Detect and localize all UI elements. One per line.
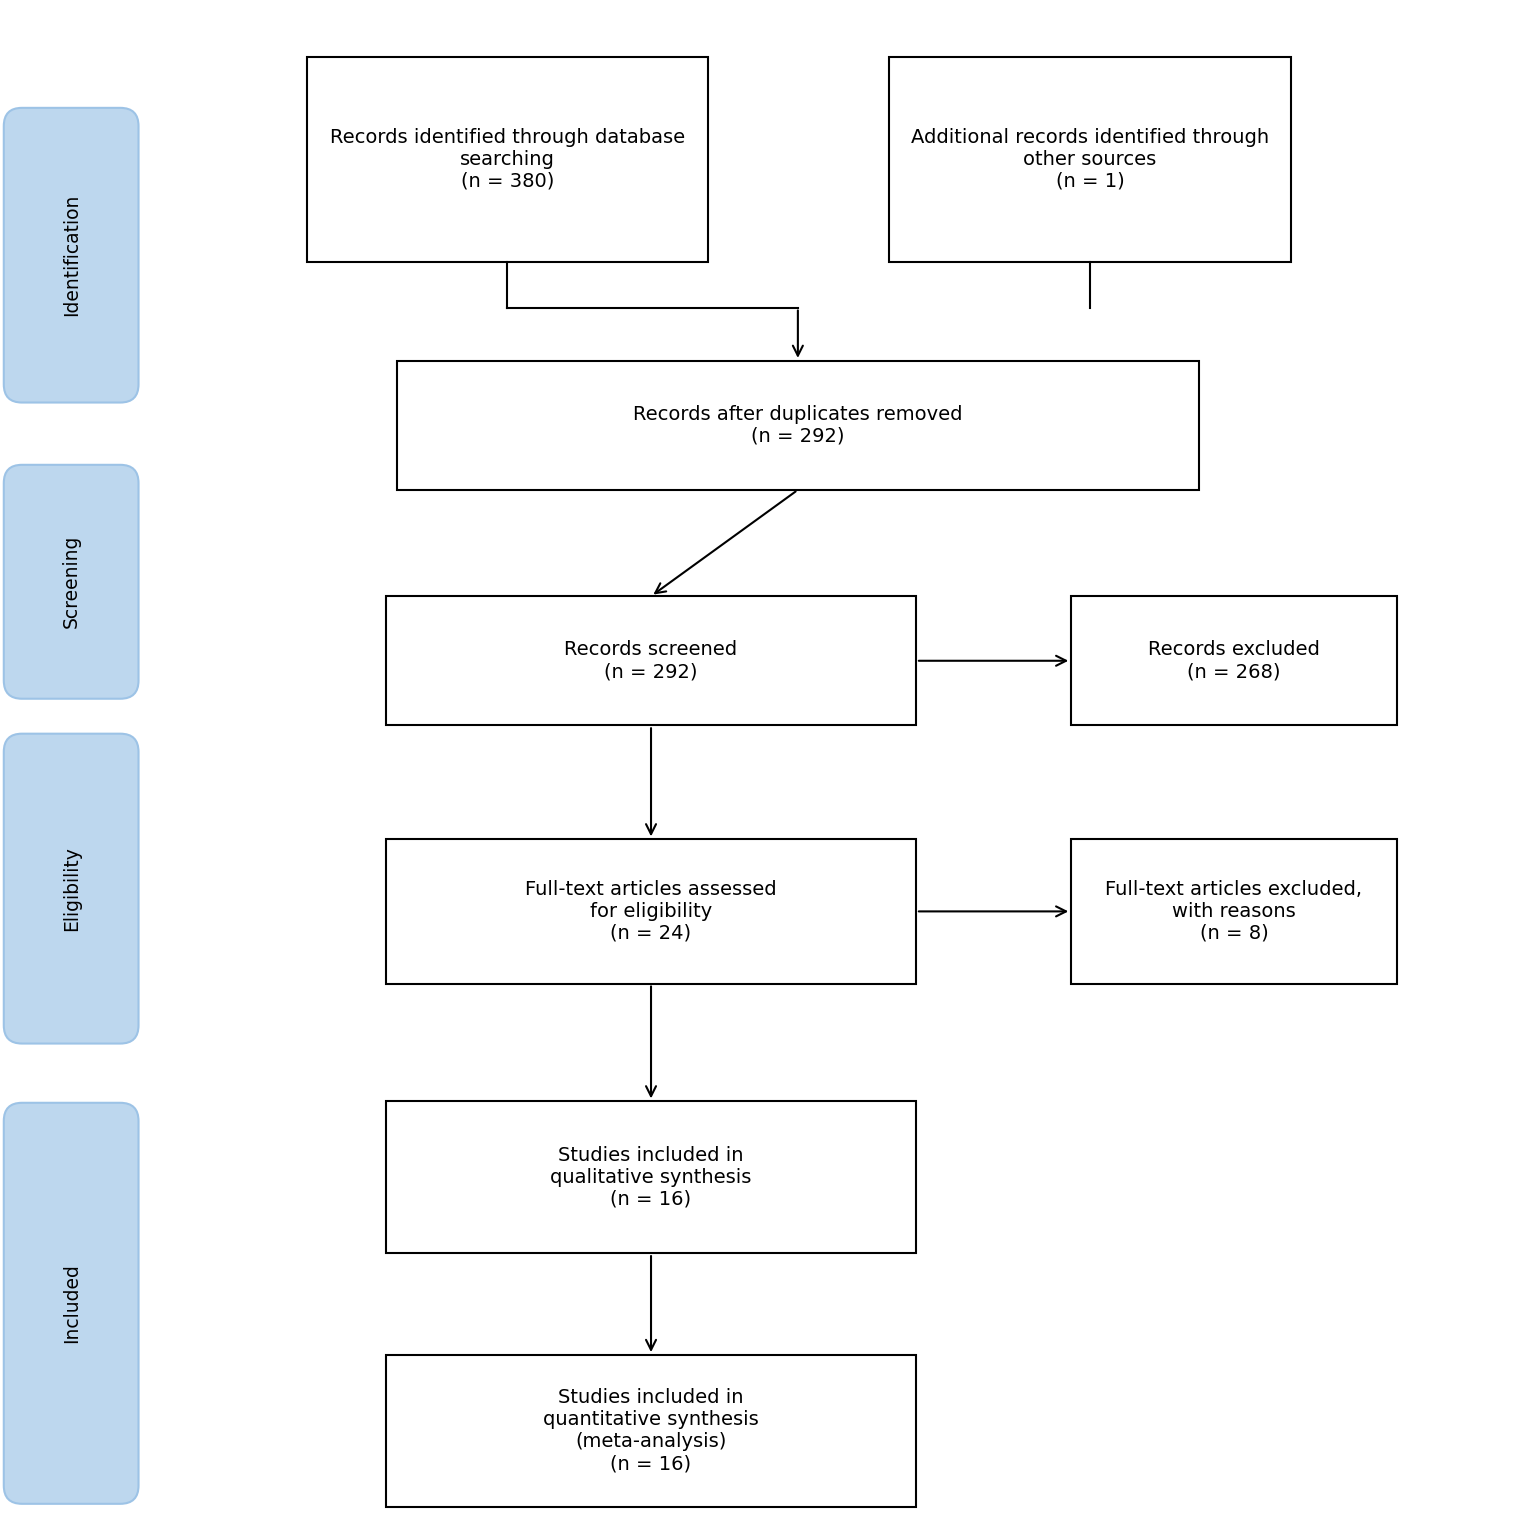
Text: Full-text articles excluded,
with reasons
(n = 8): Full-text articles excluded, with reason… [1105, 880, 1363, 943]
Bar [1070, 838, 1396, 984]
Text: Records after duplicates removed
(n = 292): Records after duplicates removed (n = 29… [633, 406, 963, 445]
FancyBboxPatch shape [3, 465, 139, 699]
Text: Additional records identified through
other sources
(n = 1): Additional records identified through ot… [911, 128, 1269, 191]
Text: Studies included in
quantitative synthesis
(meta-analysis)
(n = 16): Studies included in quantitative synthes… [544, 1388, 759, 1473]
FancyBboxPatch shape [3, 108, 139, 403]
Text: Included: Included [62, 1264, 80, 1343]
Text: Identification: Identification [62, 194, 80, 316]
Bar [386, 1101, 916, 1253]
Text: Records excluded
(n = 268): Records excluded (n = 268) [1148, 641, 1320, 681]
Text: Full-text articles assessed
for eligibility
(n = 24): Full-text articles assessed for eligibil… [525, 880, 777, 943]
Text: Eligibility: Eligibility [62, 846, 80, 931]
Text: Studies included in
qualitative synthesis
(n = 16): Studies included in qualitative synthesi… [550, 1145, 752, 1209]
Text: Screening: Screening [62, 535, 80, 629]
Bar [386, 838, 916, 984]
Bar [386, 1355, 916, 1507]
Text: Records identified through database
searching
(n = 380): Records identified through database sear… [330, 128, 684, 191]
Text: Records screened
(n = 292): Records screened (n = 292) [565, 641, 737, 681]
Bar [397, 362, 1199, 491]
FancyBboxPatch shape [3, 734, 139, 1044]
Bar [386, 597, 916, 726]
Bar [1070, 597, 1396, 726]
Bar [306, 56, 709, 261]
Bar [889, 56, 1290, 261]
FancyBboxPatch shape [3, 1103, 139, 1504]
